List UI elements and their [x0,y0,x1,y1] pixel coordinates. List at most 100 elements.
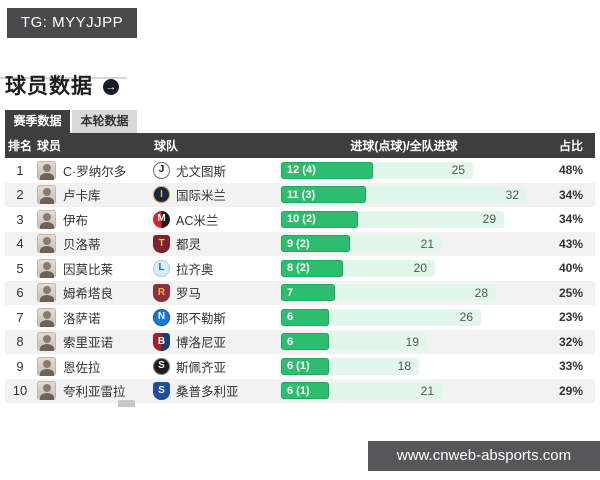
team-name: 国际米兰 [176,189,227,204]
goal-share-percent: 32% [558,334,583,349]
player-avatar [37,381,56,401]
team-goals-track: 11 (3) 32 [281,186,527,204]
player-goals-fill: 6 [281,333,329,351]
goals-bar-cell: 8 (2) 20 [281,259,527,277]
avatar-torso [39,172,54,180]
arrow-circle-icon[interactable]: → [103,79,119,95]
avatar-head [42,188,51,197]
avatar-torso [39,246,54,254]
player-goals-fill: 9 (2) [281,235,350,253]
player-goals-fill: 6 (1) [281,357,329,375]
tab-season-data[interactable]: 赛季数据 [5,110,70,133]
table-row[interactable]: 7 洛萨诺 N 那不勒斯 6 26 23% [5,305,595,330]
player-name: 卢卡库 [63,189,101,204]
rank-cell: 7 [16,309,24,325]
goal-share-percent: 33% [558,359,583,374]
player-name: C·罗纳尔多 [63,164,127,179]
team-goals-track: 6 (1) 21 [281,382,442,400]
telegram-banner-text: TG: MYYJJPP [20,14,124,31]
team-goals-track: 7 28 [281,284,496,302]
rank-cell: 2 [16,187,24,203]
table-header-row: 排名 球员 球队 进球(点球)/全队进球 占比 [5,133,595,158]
team-name: 博洛尼亚 [176,336,227,351]
table-row[interactable]: 10 夸利亚雷拉 S 桑普多利亚 6 (1) 21 29% [5,378,595,403]
team-goals-track: 12 (4) 25 [281,161,473,179]
team-name: 斯佩齐亚 [176,360,227,375]
table-body: 1 C·罗纳尔多 J 尤文图斯 12 (4) 25 48% 2 卢卡库 I 国际… [5,158,595,403]
table-row[interactable]: 9 恩佐拉 S 斯佩齐亚 6 (1) 18 33% [5,354,595,379]
column-header-team: 球队 [154,139,179,153]
avatar-torso [39,295,54,303]
player-stats-table: 排名 球员 球队 进球(点球)/全队进球 占比 1 C·罗纳尔多 J 尤文图斯 … [5,133,595,403]
rank-cell: 8 [16,334,24,350]
telegram-banner: TG: MYYJJPP [7,8,137,38]
table-row[interactable]: 4 贝洛蒂 T 都灵 9 (2) 21 43% [5,231,595,256]
player-goals-label: 12 (4) [287,164,316,177]
goals-bar-cell: 12 (4) 25 [281,161,527,179]
team-goals-track: 6 (1) 18 [281,357,419,375]
avatar-head [42,261,51,270]
player-avatar [37,185,56,205]
goals-bar-cell: 6 (1) 18 [281,357,527,375]
team-name: 桑普多利亚 [176,385,239,400]
player-goals-fill: 8 (2) [281,259,343,277]
team-logo-icon: M [153,210,170,228]
team-logo-icon: R [153,283,170,302]
player-goals-label: 6 [287,335,294,348]
tab-round-data[interactable]: 本轮数据 [72,110,137,133]
player-goals-fill: 11 (3) [281,186,366,204]
page-title: 球员数据 [5,75,93,98]
goal-share-percent: 40% [558,261,583,276]
goals-bar-cell: 6 (1) 21 [281,382,527,400]
table-row[interactable]: 5 因莫比莱 L 拉齐奥 8 (2) 20 40% [5,256,595,281]
player-goals-label: 6 [287,311,294,324]
avatar-torso [39,221,54,229]
team-name: 那不勒斯 [176,311,227,326]
team-logo-icon: S [153,357,170,375]
goal-share-percent: 43% [558,236,583,251]
team-goals-value: 25 [451,163,465,178]
team-logo-icon: B [153,332,170,351]
goal-share-percent: 34% [558,212,583,227]
player-goals-label: 8 (2) [287,262,310,275]
table-row[interactable]: 8 索里亚诺 B 博洛尼亚 6 19 32% [5,329,595,354]
partial-next-row-fragment [118,400,135,407]
table-row[interactable]: 3 伊布 M AC米兰 10 (2) 29 34% [5,207,595,232]
table-row[interactable]: 2 卢卡库 I 国际米兰 11 (3) 32 34% [5,182,595,207]
goals-bar-cell: 6 26 [281,308,527,326]
team-goals-value: 20 [413,261,427,276]
team-goals-value: 21 [420,383,434,398]
team-logo-icon: N [153,308,170,326]
avatar-head [42,335,51,344]
table-row[interactable]: 1 C·罗纳尔多 J 尤文图斯 12 (4) 25 48% [5,158,595,183]
column-header-player: 球员 [37,139,62,153]
player-name: 姆希塔良 [63,287,114,302]
table-row[interactable]: 6 姆希塔良 R 罗马 7 28 25% [5,280,595,305]
rank-cell: 10 [12,383,28,399]
goals-bar-cell: 9 (2) 21 [281,235,527,253]
column-header-rank: 排名 [7,139,32,153]
team-name: 罗马 [176,287,202,302]
avatar-head [42,286,51,295]
rank-cell: 1 [16,162,24,178]
crop-fragment-line [0,77,127,79]
goals-bar-cell: 10 (2) 29 [281,210,527,228]
avatar-head [42,359,51,368]
avatar-torso [39,393,54,401]
player-goals-fill: 10 (2) [281,210,358,228]
team-name: 拉齐奥 [176,262,214,277]
rank-cell: 9 [16,358,24,374]
goal-share-percent: 29% [558,383,583,398]
team-goals-track: 10 (2) 29 [281,210,504,228]
player-goals-label: 10 (2) [287,213,316,226]
player-name: 贝洛蒂 [63,238,101,253]
team-goals-track: 9 (2) 21 [281,235,442,253]
avatar-head [42,384,51,393]
team-logo-icon: I [153,186,170,204]
team-name: 都灵 [176,238,202,253]
avatar-head [42,237,51,246]
team-logo-icon: T [153,234,170,253]
player-avatar [37,258,56,278]
avatar-torso [39,319,54,327]
